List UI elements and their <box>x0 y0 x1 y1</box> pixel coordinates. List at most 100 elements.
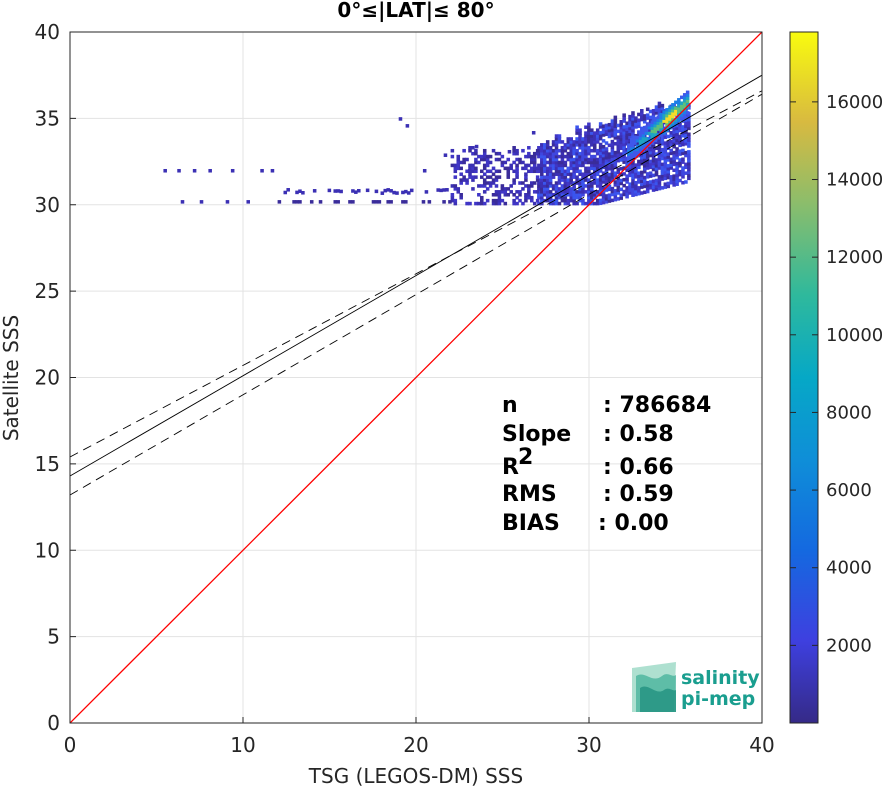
density-cell <box>654 111 659 115</box>
density-cell <box>595 137 600 141</box>
density-cell <box>485 157 490 162</box>
density-cell <box>675 155 679 160</box>
density-cell <box>551 163 556 168</box>
density-cell <box>648 165 653 170</box>
density-cell <box>545 146 550 150</box>
density-cell <box>657 104 662 109</box>
density-cell <box>681 180 685 185</box>
density-cell <box>634 172 638 176</box>
density-cell <box>630 140 634 145</box>
density-cell <box>587 201 591 206</box>
density-cell <box>551 143 556 147</box>
density-cell <box>651 164 656 169</box>
density-cell <box>566 166 571 171</box>
density-cell <box>613 127 618 131</box>
density-cell <box>634 186 638 191</box>
density-cell <box>557 175 562 179</box>
density-cell <box>631 181 635 186</box>
density-cell <box>604 123 609 128</box>
colorbar-ticks: 2000 4000 6000 8000 10000 12000 14000 16000 <box>790 92 883 656</box>
density-cell <box>613 156 618 161</box>
colorbar <box>789 31 819 724</box>
density-cell <box>671 108 675 113</box>
density-cell <box>660 136 665 140</box>
density-cell <box>494 157 499 162</box>
density-cell <box>601 180 606 184</box>
density-cell <box>687 123 691 128</box>
density-cell <box>192 168 197 173</box>
density-cell <box>421 200 426 204</box>
density-cell <box>404 189 408 194</box>
density-cell <box>339 189 343 194</box>
density-cell <box>613 130 618 134</box>
density-cell <box>622 119 626 123</box>
density-cell <box>598 160 603 164</box>
density-cell <box>657 157 662 161</box>
density-cell <box>659 121 663 126</box>
density-cell <box>569 166 573 171</box>
density-cell <box>485 154 490 159</box>
density-cell <box>678 164 682 168</box>
density-cell <box>569 172 573 176</box>
density-cell <box>450 148 455 153</box>
density-cell <box>395 191 399 195</box>
density-cell <box>581 154 585 159</box>
density-cell <box>554 184 559 188</box>
density-cell <box>587 140 591 144</box>
density-cell <box>671 123 675 128</box>
density-cell <box>482 184 487 188</box>
density-cell <box>610 125 615 129</box>
density-cell <box>554 193 559 197</box>
logo-line1: salinity <box>681 667 760 689</box>
density-cell <box>551 160 556 165</box>
density-cell <box>610 131 615 135</box>
density-cell <box>625 127 629 131</box>
density-cell <box>563 172 568 176</box>
density-cell <box>286 188 290 192</box>
density-cell <box>607 196 612 200</box>
density-cell <box>666 181 671 186</box>
density-cell <box>616 158 621 163</box>
density-cell <box>625 186 629 190</box>
density-cell <box>595 148 600 153</box>
density-cell <box>569 175 573 179</box>
density-cell <box>557 201 562 206</box>
density-cell <box>651 185 656 189</box>
density-cell <box>569 146 573 150</box>
density-cell <box>578 128 582 132</box>
density-cell <box>503 160 508 165</box>
density-cell <box>610 122 615 126</box>
density-cell <box>672 162 676 167</box>
density-cell <box>610 166 615 170</box>
density-cell <box>587 148 591 153</box>
density-cell <box>560 148 565 153</box>
density-cell <box>630 143 634 148</box>
density-cell <box>672 144 676 149</box>
density-cell <box>656 115 661 120</box>
density-cell <box>630 152 634 157</box>
density-cell <box>604 132 609 137</box>
density-cell <box>230 168 235 173</box>
density-cell <box>678 169 682 174</box>
density-cell <box>554 198 559 203</box>
density-cell <box>515 157 519 162</box>
density-cell <box>540 190 544 194</box>
density-cell <box>627 158 631 162</box>
density-cell <box>515 190 519 194</box>
density-cell <box>465 157 469 162</box>
density-cell <box>532 160 537 165</box>
density-cell <box>598 148 603 153</box>
density-cell <box>584 190 588 194</box>
density-cell <box>630 146 634 151</box>
density-cell <box>531 130 536 135</box>
density-cell <box>563 160 568 165</box>
density-cell <box>595 169 600 174</box>
density-cell <box>477 201 481 206</box>
density-cell <box>607 184 612 189</box>
density-cell <box>604 197 609 201</box>
density-cell <box>560 175 565 179</box>
density-cell <box>515 195 519 200</box>
density-cell <box>537 163 541 168</box>
density-cell <box>462 160 466 165</box>
density-cell <box>587 166 591 171</box>
